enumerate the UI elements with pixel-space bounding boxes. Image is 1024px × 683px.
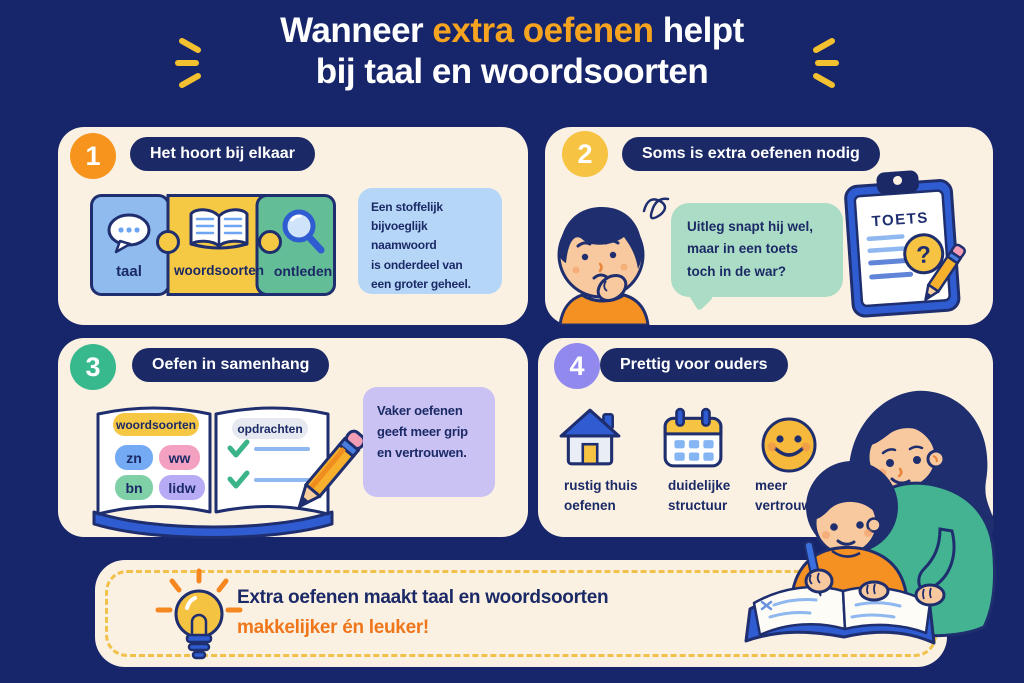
word-type-tag: woordsoorten [113,413,199,436]
step-badge: 4 [554,343,600,389]
step-badge: 1 [70,133,116,179]
title-highlight: extra oefenen [432,11,654,50]
banner-text: Extra oefenen maakt taal en woordsoorten… [237,583,609,643]
card-prettig-voor-ouders: 4 Prettig voor ouders rustig thuis oefen… [538,338,993,537]
confused-boy-illustration [557,197,670,325]
house-icon [559,408,621,466]
card-note: Vaker oefenen geeft meer grip en vertrou… [363,387,495,497]
benefit-label: duidelijke structuur [668,478,731,513]
open-book-icon [189,208,249,250]
card-heading: Prettig voor ouders [600,348,788,382]
pencil-icon [924,243,966,301]
banner-line1: Extra oefenen maakt taal en woordsoorten [237,587,609,608]
speech-bubble-icon [107,213,151,254]
word-type-tag: ww [159,445,200,470]
card-oefen-in-samenhang: 3 Oefen in samenhang woordsoorten zn ww … [58,338,528,539]
conclusion-banner: Extra oefenen maakt taal en woordsoorten… [95,560,947,667]
puzzle-piece-label: ontleden [273,263,333,279]
word-type-tag: bn [115,475,153,500]
page-title-line1: Wanneer extra oefenen helpt [0,10,1024,51]
puzzle-piece-label: woordsoorten [174,263,264,278]
step-badge: 2 [562,131,608,177]
word-type-tag: zn [115,445,153,470]
puzzle-pieces-illustration [90,194,336,296]
card-soms-is-extra-oefenen-nodig: 2 Soms is extra oefenen nodig Uitleg sna… [545,127,993,325]
page-title-line2: bij taal en woordsoorten [315,52,709,91]
step-badge: 3 [70,344,116,390]
card-heading: Het hoort bij elkaar [130,137,315,171]
speech-bubble: Uitleg snapt hij wel, maar in een toets … [671,203,843,297]
test-clipboard-illustration: TOETS ? [844,170,966,318]
calendar-icon [663,407,723,468]
checklist-rows [227,439,310,489]
assignments-tag: opdrachten [232,418,308,439]
lightbulb-icon [155,568,243,660]
card-heading: Soms is extra oefenen nodig [622,137,880,171]
magnifying-glass-icon [282,209,325,254]
benefit-label: meer vertrouwen [755,478,828,513]
title-text: Wanneer [280,11,433,50]
sparkle-icon [175,38,201,88]
page-title: Wanneer extra oefenen helpt bij taal en … [0,10,1024,92]
question-mark-icon: ? [916,241,933,269]
benefit-label: rustig thuis oefenen [564,478,638,513]
smiley-icon [761,417,817,473]
card-heading: Oefen in samenhang [132,348,330,382]
sparkle-icon [813,38,839,88]
card-note: Een stoffelijk bijvoeglijk naamwoord is … [358,188,502,294]
title-text-post: helpt [653,11,745,50]
puzzle-piece-label: taal [116,263,142,280]
pencil-icon [297,429,366,509]
card-het-hoort-bij-elkaar: 1 Het hoort bij elkaar t [58,127,528,325]
word-type-tag: lidw [159,475,205,500]
clipboard-title: TOETS [871,209,929,230]
banner-line2: makkelijker én leuker! [237,617,429,638]
